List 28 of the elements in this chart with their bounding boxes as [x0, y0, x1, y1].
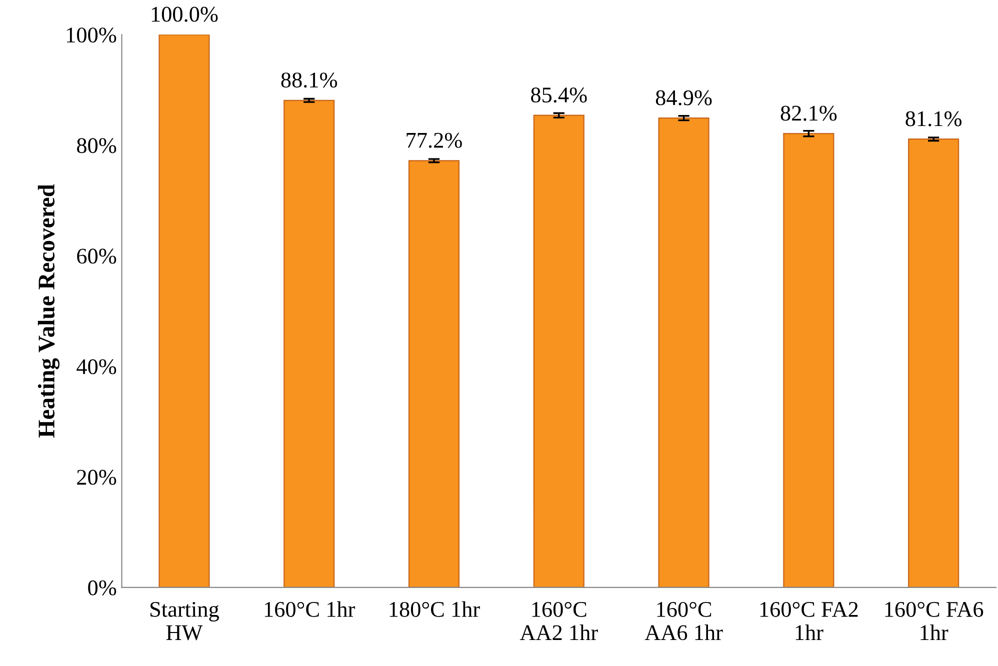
x-tick-label: 160°C FA2 1hr: [760, 602, 858, 640]
x-tick-label: Starting HW: [150, 602, 219, 640]
bar: [908, 138, 960, 588]
x-tick-label: 160°C FA6 1hr: [885, 602, 984, 640]
x-tick-label: 180°C 1hr: [390, 601, 480, 617]
data-label: 77.2%: [406, 132, 462, 148]
bar: [408, 160, 460, 588]
y-tick-label: 20%: [77, 470, 116, 485]
y-tick-label: 60%: [77, 248, 116, 264]
data-label: 88.1%: [281, 72, 338, 88]
data-label: 100.0%: [152, 6, 218, 22]
y-tick-label: 0%: [88, 580, 116, 596]
bar: [158, 34, 210, 588]
y-axis-title: Heating Value Recovered: [38, 184, 60, 438]
bar: [658, 118, 710, 588]
data-label: 82.1%: [780, 106, 837, 121]
data-label: 81.1%: [906, 111, 962, 126]
data-label: 85.4%: [531, 87, 587, 103]
x-tick-label: 160°C AA2 1hr: [520, 602, 598, 640]
y-tick-label: 80%: [77, 138, 116, 154]
y-tick-label: 100%: [67, 28, 116, 43]
bar: [533, 114, 584, 588]
x-tick-label: 160°C AA6 1hr: [644, 602, 723, 640]
bar: [783, 133, 834, 588]
x-tick-label: 160°C 1hr: [264, 601, 356, 617]
data-label: 84.9%: [656, 90, 712, 106]
y-tick-label: 40%: [76, 359, 116, 374]
bar: [284, 100, 335, 588]
